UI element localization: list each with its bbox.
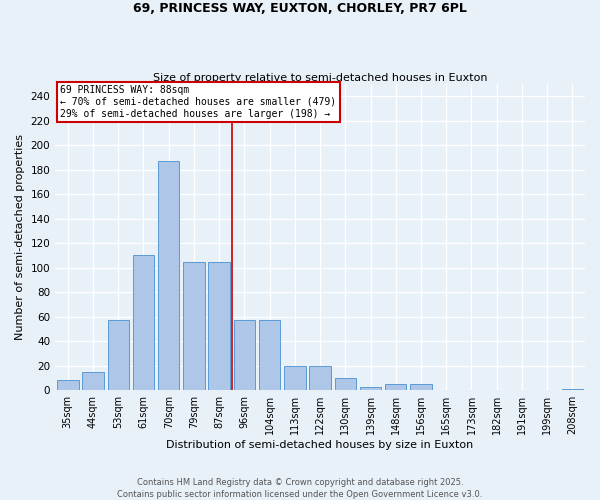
Title: Size of property relative to semi-detached houses in Euxton: Size of property relative to semi-detach… [153, 73, 487, 83]
Bar [57, 380, 79, 390]
Bar [183, 262, 205, 390]
Bar [233, 320, 255, 390]
Text: 69 PRINCESS WAY: 88sqm
← 70% of semi-detached houses are smaller (479)
29% of se: 69 PRINCESS WAY: 88sqm ← 70% of semi-det… [61, 86, 337, 118]
Bar [133, 256, 154, 390]
Y-axis label: Number of semi-detached properties: Number of semi-detached properties [15, 134, 25, 340]
Bar [158, 161, 179, 390]
Text: 69, PRINCESS WAY, EUXTON, CHORLEY, PR7 6PL: 69, PRINCESS WAY, EUXTON, CHORLEY, PR7 6… [133, 2, 467, 16]
Bar [208, 262, 230, 390]
Bar [335, 378, 356, 390]
Bar [82, 372, 104, 390]
Bar [410, 384, 432, 390]
Text: Contains HM Land Registry data © Crown copyright and database right 2025.
Contai: Contains HM Land Registry data © Crown c… [118, 478, 482, 499]
Bar [360, 386, 381, 390]
Bar [385, 384, 406, 390]
Bar [310, 366, 331, 390]
X-axis label: Distribution of semi-detached houses by size in Euxton: Distribution of semi-detached houses by … [166, 440, 474, 450]
Bar [107, 320, 129, 390]
Bar [284, 366, 305, 390]
Bar [562, 389, 583, 390]
Bar [259, 320, 280, 390]
